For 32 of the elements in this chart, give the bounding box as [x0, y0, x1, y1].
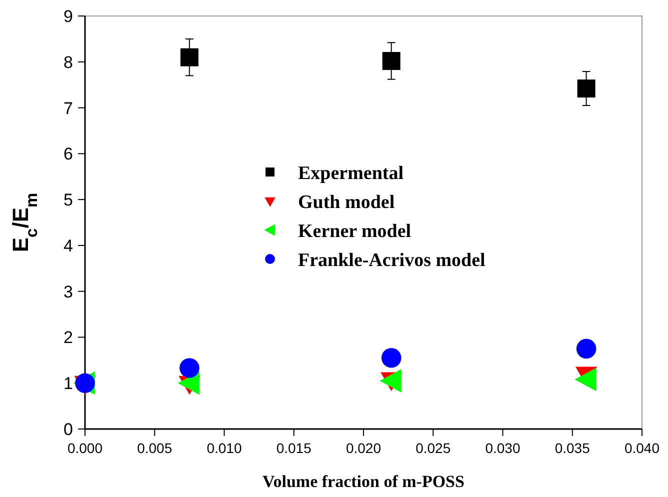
y-tick-label: 0: [64, 420, 73, 439]
legend-label: Guth model: [298, 192, 395, 213]
x-axis-title: Volume fraction of m-POSS: [262, 472, 464, 491]
x-tick-label: 0.025: [416, 440, 451, 456]
point: [576, 338, 596, 359]
point: [381, 348, 402, 368]
y-tick-label: 6: [64, 144, 73, 164]
y-tick-label: 7: [64, 98, 73, 118]
point: [382, 52, 400, 70]
legend-label: Kerner model: [298, 221, 412, 242]
y-tick-label: 1: [64, 374, 73, 394]
point: [574, 368, 596, 392]
x-tick-label: 0.040: [624, 440, 660, 456]
x-tick-label: 0.020: [346, 440, 382, 456]
point: [180, 358, 200, 378]
y-tick-label: 5: [64, 190, 73, 210]
y-tick-label: 4: [64, 236, 73, 256]
y-tick-label: 8: [64, 52, 73, 72]
x-tick-label: 0.010: [206, 440, 242, 456]
point: [180, 48, 198, 66]
y-tick-label: 9: [64, 7, 73, 26]
x-tick-label: 0.030: [485, 440, 520, 456]
x-tick-label: 0.015: [276, 440, 312, 456]
y-tick-label: 2: [64, 328, 73, 348]
x-tick-label: 0.035: [554, 440, 590, 456]
x-tick-label: 0.000: [67, 440, 103, 456]
legend-label: Frankle-Acrivos model: [298, 250, 486, 271]
y-tick-label: 3: [64, 282, 73, 302]
x-tick-label: 0.005: [137, 440, 172, 456]
point: [577, 80, 596, 98]
legend-label: Expermental: [298, 163, 404, 184]
point: [178, 371, 200, 395]
